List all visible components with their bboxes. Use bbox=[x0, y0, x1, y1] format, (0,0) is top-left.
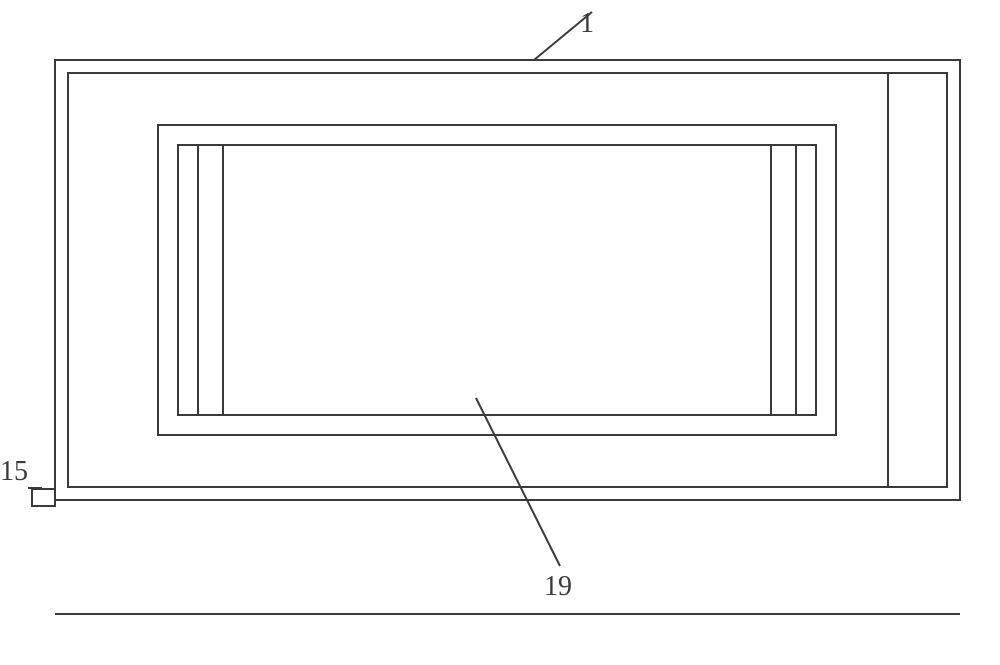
label-1: 1 bbox=[580, 8, 594, 39]
label-19: 19 bbox=[544, 571, 572, 602]
left-stub-rect bbox=[32, 489, 55, 506]
label-15: 15 bbox=[0, 456, 28, 487]
technical-drawing: 1 15 19 bbox=[0, 0, 1000, 665]
middle-frame-rect bbox=[158, 125, 836, 435]
right-panel-rect bbox=[888, 73, 947, 487]
inner-frame-rect bbox=[178, 145, 816, 415]
leader-line-19 bbox=[476, 398, 560, 566]
